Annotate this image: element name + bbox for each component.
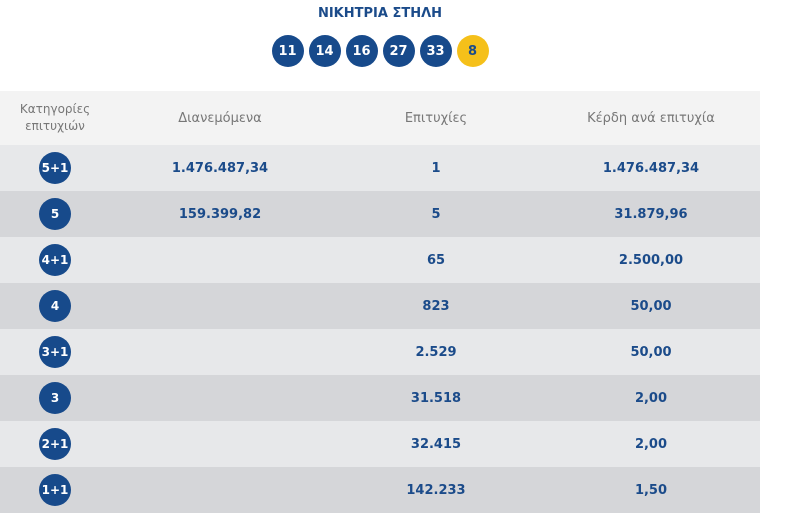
category-cell: 5 [0,198,110,230]
category-badge: 3 [39,382,71,414]
category-badge: 1+1 [39,474,71,506]
table-row: 2+1 32.415 2,00 [0,421,760,467]
winners-cell: 142.233 [406,482,466,498]
category-cell: 4+1 [0,244,110,276]
prize-cell: 2,00 [634,436,668,452]
winners-cell: 823 [422,298,450,314]
column-header: Κατηγορίες επιτυχιών [19,102,91,133]
winners-cell: 5 [431,206,441,222]
category-badge: 3+1 [39,336,71,368]
number-ball: 33 [419,35,452,67]
winners-cell: 1 [431,160,441,176]
number-ball: 27 [382,35,415,67]
category-badge: 4 [39,290,71,322]
table-row: 3+1 2.529 50,00 [0,329,760,375]
winners-cell: 32.415 [410,436,462,452]
category-badge: 4+1 [39,244,71,276]
column-header: Διανεμόμενα [178,110,262,126]
category-cell: 3+1 [0,336,110,368]
category-badge: 2+1 [39,428,71,460]
prize-cell: 50,00 [630,344,672,360]
title: ΝΙΚΗΤΡΙΑ ΣΤΗΛΗ [317,6,443,21]
category-cell: 1+1 [0,474,110,506]
column-header: Επιτυχίες [404,110,468,126]
table-row: 4 823 50,00 [0,283,760,329]
number-ball: 11 [271,35,304,67]
winning-numbers: 11 14 16 27 33 8 [0,35,760,67]
category-badge: 5 [39,198,71,230]
category-badge: 5+1 [39,152,71,184]
joker-ball: 8 [456,35,489,67]
prize-table: Κατηγορίες επιτυχιών Διανεμόμενα Επιτυχί… [0,91,760,513]
winners-cell: 65 [426,252,446,268]
column-header: Κέρδη ανά επιτυχία [587,110,715,126]
prize-cell: 2.500,00 [618,252,684,268]
table-row: 5+1 1.476.487,34 1 1.476.487,34 [0,145,760,191]
category-cell: 4 [0,290,110,322]
number-ball: 14 [308,35,341,67]
prize-cell: 31.879,96 [614,206,688,222]
prize-cell: 50,00 [630,298,672,314]
table-row: 4+1 65 2.500,00 [0,237,760,283]
winners-cell: 31.518 [410,390,462,406]
table-row: 5 159.399,82 5 31.879,96 [0,191,760,237]
number-ball: 16 [345,35,378,67]
category-cell: 5+1 [0,152,110,184]
prize-cell: 1,50 [634,482,668,498]
winners-cell: 2.529 [415,344,457,360]
table-row: 1+1 142.233 1,50 [0,467,760,513]
category-cell: 2+1 [0,428,110,460]
table-row: 3 31.518 2,00 [0,375,760,421]
distributed-cell: 159.399,82 [178,206,262,222]
header-row: Κατηγορίες επιτυχιών Διανεμόμενα Επιτυχί… [0,91,760,145]
distributed-cell: 1.476.487,34 [171,160,269,176]
category-cell: 3 [0,382,110,414]
prize-cell: 1.476.487,34 [602,160,700,176]
prize-cell: 2,00 [634,390,668,406]
